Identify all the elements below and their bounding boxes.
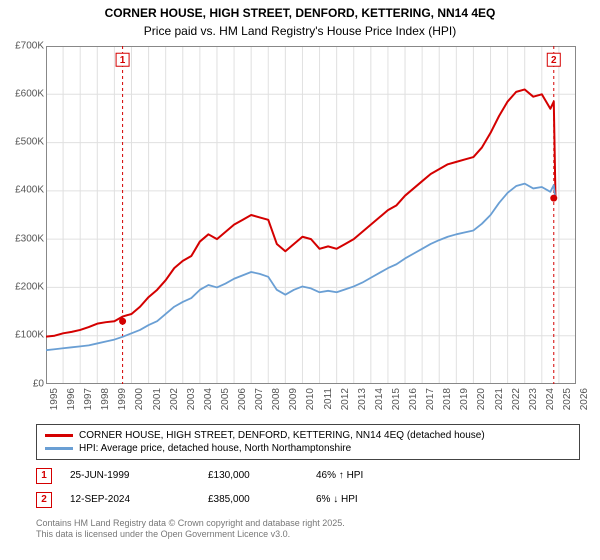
x-tick-label: 2012 [340,388,351,410]
marker-date: 25-JUN-1999 [70,470,190,481]
y-tick-label: £600K [15,88,44,99]
x-tick-label: 2021 [494,388,505,410]
marker-pct: 46% ↑ HPI [316,470,456,481]
legend-label: HPI: Average price, detached house, Nort… [79,443,351,454]
x-tick-label: 2002 [169,388,180,410]
x-tick-label: 2026 [579,388,590,410]
y-axis-ticks: £0£100K£200K£300K£400K£500K£600K£700K [10,46,46,384]
marker-price: £130,000 [208,470,298,481]
x-tick-label: 2024 [545,388,556,410]
x-tick-label: 2022 [511,388,522,410]
x-tick-label: 1995 [49,388,60,410]
x-tick-label: 1997 [83,388,94,410]
legend-label: CORNER HOUSE, HIGH STREET, DENFORD, KETT… [79,430,485,441]
x-tick-label: 2010 [305,388,316,410]
chart-title: CORNER HOUSE, HIGH STREET, DENFORD, KETT… [0,0,600,24]
plot-region: 12 [46,46,576,384]
footer-line: This data is licensed under the Open Gov… [36,529,580,540]
y-tick-label: £100K [15,330,44,341]
x-tick-label: 2007 [254,388,265,410]
x-tick-label: 2001 [152,388,163,410]
marker-table: 1 25-JUN-1999 £130,000 46% ↑ HPI 2 12-SE… [36,464,580,512]
y-tick-label: £300K [15,233,44,244]
x-tick-label: 2009 [288,388,299,410]
chart-area: £0£100K£200K£300K£400K£500K£600K£700K 12… [10,42,590,422]
chart-container: CORNER HOUSE, HIGH STREET, DENFORD, KETT… [0,0,600,560]
x-tick-label: 2005 [220,388,231,410]
chart-svg: 12 [46,46,576,384]
x-tick-label: 2025 [562,388,573,410]
y-tick-label: £200K [15,282,44,293]
marker-badge: 2 [36,492,52,508]
x-tick-label: 1999 [117,388,128,410]
y-tick-label: £700K [15,40,44,51]
x-tick-label: 2023 [528,388,539,410]
chart-subtitle: Price paid vs. HM Land Registry's House … [0,24,600,42]
marker-row: 2 12-SEP-2024 £385,000 6% ↓ HPI [36,488,580,512]
x-tick-label: 2020 [476,388,487,410]
marker-pct: 6% ↓ HPI [316,494,456,505]
x-tick-label: 2018 [442,388,453,410]
y-tick-label: £400K [15,185,44,196]
x-tick-label: 2008 [271,388,282,410]
x-tick-label: 2004 [203,388,214,410]
x-tick-label: 2000 [134,388,145,410]
marker-price: £385,000 [208,494,298,505]
svg-text:2: 2 [551,55,557,66]
x-tick-label: 2013 [357,388,368,410]
x-tick-label: 1998 [100,388,111,410]
x-axis-ticks: 1995 1996 1997 1998 1999 2000 2001 2002 2003 2004… [46,384,576,422]
x-tick-label: 1996 [66,388,77,410]
y-tick-label: £0 [33,378,44,389]
marker-row: 1 25-JUN-1999 £130,000 46% ↑ HPI [36,464,580,488]
legend-item: HPI: Average price, detached house, Nort… [45,442,571,455]
x-tick-label: 2006 [237,388,248,410]
legend-item: CORNER HOUSE, HIGH STREET, DENFORD, KETT… [45,429,571,442]
x-tick-label: 2003 [186,388,197,410]
x-tick-label: 2011 [323,388,334,410]
y-tick-label: £500K [15,137,44,148]
svg-text:1: 1 [120,55,126,66]
x-tick-label: 2017 [425,388,436,410]
marker-date: 12-SEP-2024 [70,494,190,505]
legend-swatch [45,447,73,450]
marker-badge: 1 [36,468,52,484]
legend: CORNER HOUSE, HIGH STREET, DENFORD, KETT… [36,424,580,460]
x-tick-label: 2014 [374,388,385,410]
x-tick-label: 2016 [408,388,419,410]
x-tick-label: 2015 [391,388,402,410]
legend-swatch [45,434,73,437]
x-tick-label: 2019 [459,388,470,410]
footer-line: Contains HM Land Registry data © Crown c… [36,518,580,529]
footer-attribution: Contains HM Land Registry data © Crown c… [36,518,580,541]
